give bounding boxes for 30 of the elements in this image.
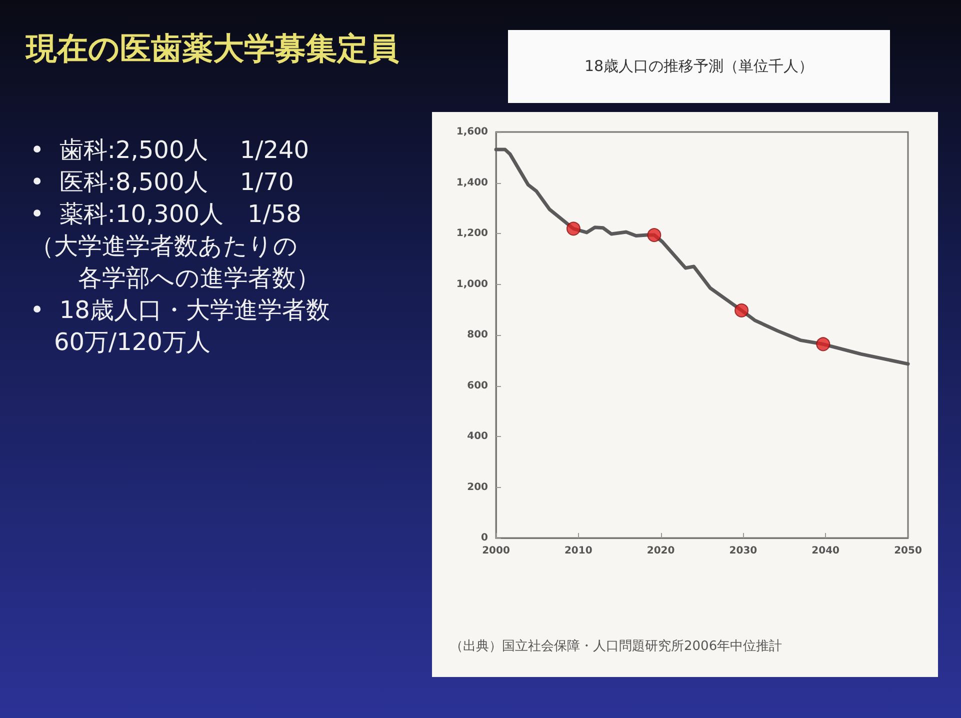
- text: • 18歳人口・大学進学者数: [30, 295, 330, 326]
- text: （出典）国立社会保障・人口問題研究所2006年中位推計: [450, 638, 782, 655]
- x-tick-label: 2040: [812, 546, 840, 556]
- x-tick-label: 2000: [482, 546, 510, 556]
- text: （大学進学者数あたりの: [30, 231, 299, 262]
- point: [734, 303, 749, 318]
- point: [566, 222, 580, 236]
- y-tick-label: 0: [481, 532, 488, 544]
- point: [816, 337, 830, 352]
- text: 各学部への進学者数）: [77, 263, 321, 294]
- y-tick-label: 800: [467, 330, 488, 340]
- x-tick-label: 2010: [564, 546, 592, 556]
- point: [647, 228, 662, 242]
- text: 60万/120万人: [53, 327, 212, 358]
- y-tick-label: 1,400: [456, 177, 488, 188]
- x-tick-label: 2050: [894, 546, 922, 556]
- y-tick-label: 600: [467, 380, 488, 392]
- x-tick-label: 2020: [646, 546, 675, 556]
- y-tick-label: 400: [467, 431, 488, 442]
- text: • 医科:8,500人 1/70: [30, 167, 295, 198]
- text: • 薬科:10,300人 1/58: [30, 199, 302, 230]
- text: • 歯科:2,500人 1/240: [30, 135, 310, 166]
- chart-title: 18歳人口の推移予測（単位千人）: [508, 30, 890, 103]
- y-tick-label: 1,000: [456, 278, 488, 290]
- y-tick-label: 1,600: [456, 126, 488, 138]
- x-tick-label: 2030: [729, 546, 758, 556]
- y-tick-label: 200: [467, 482, 488, 493]
- line-series: [494, 148, 910, 366]
- text: 現在の医歯薬大学募集定員: [26, 30, 399, 69]
- y-tick-label: 1,200: [456, 228, 488, 239]
